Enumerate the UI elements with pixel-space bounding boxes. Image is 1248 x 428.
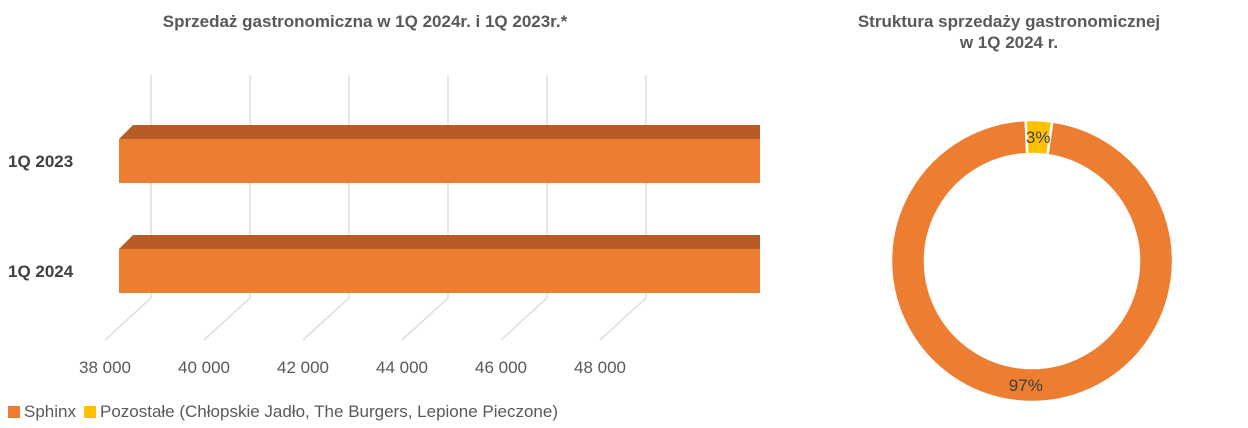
x-tick-label-1: 40 000 xyxy=(178,358,230,377)
floor-gridline-3 xyxy=(401,297,449,341)
category-label-1: 1Q 2024 xyxy=(8,262,74,281)
legend-label-sphinx: Sphinx xyxy=(24,402,76,421)
bar-chart: 38 000 40 000 42 000 44 000 46 000 48 000 1Q 2… xyxy=(8,75,760,377)
floor-gridline-4 xyxy=(500,297,548,341)
x-tick-label-4: 46 000 xyxy=(475,358,527,377)
donut-title-line-1: Struktura sprzedaży gastronomicznej xyxy=(857,12,1161,31)
bar-segment-0-0 xyxy=(119,139,760,183)
donut-slice-0 xyxy=(889,118,1175,404)
floor-gridline-2 xyxy=(302,297,350,341)
donut-title-line-2: w 1Q 2024 r. xyxy=(959,33,1059,52)
legend-swatch-pozostale xyxy=(83,406,96,418)
donut-label-0: 97% xyxy=(1009,376,1043,395)
legend-swatch-sphinx xyxy=(8,406,20,418)
bar-chart-title: Sprzedaż gastronomiczna w 1Q 2024r. i 1Q… xyxy=(162,12,568,31)
bar-group-1 xyxy=(119,235,760,293)
bar-top-0-0 xyxy=(119,125,760,139)
bar-group-0 xyxy=(119,125,760,183)
floor-gridline-0 xyxy=(104,297,152,341)
x-tick-label-0: 38 000 xyxy=(79,358,131,377)
legend-label-pozostale: Pozostałe (Chłopskie Jadło, The Burgers,… xyxy=(99,402,558,421)
x-tick-label-3: 44 000 xyxy=(376,358,428,377)
category-label-0: 1Q 2023 xyxy=(8,152,73,171)
floor-gridline-5 xyxy=(599,297,647,341)
x-tick-label-2: 42 000 xyxy=(277,358,329,377)
legend-item-sphinx: Sphinx xyxy=(8,402,76,422)
legend-item-pozostale: Pozostałe (Chłopskie Jadło, The Burgers,… xyxy=(83,402,558,422)
floor-gridline-1 xyxy=(203,297,251,341)
donut-chart-title: Struktura sprzedaży gastronomicznej w 1Q… xyxy=(770,11,1248,53)
bar-segment-1-0 xyxy=(119,249,760,293)
donut-slice-1 xyxy=(1024,118,1054,157)
donut-label-1: 3% xyxy=(1026,128,1051,147)
x-tick-label-5: 48 000 xyxy=(574,358,626,377)
bar-top-1-0 xyxy=(119,235,760,249)
legend: Sphinx Pozostałe (Chłopskie Jadło, The B… xyxy=(8,402,566,422)
